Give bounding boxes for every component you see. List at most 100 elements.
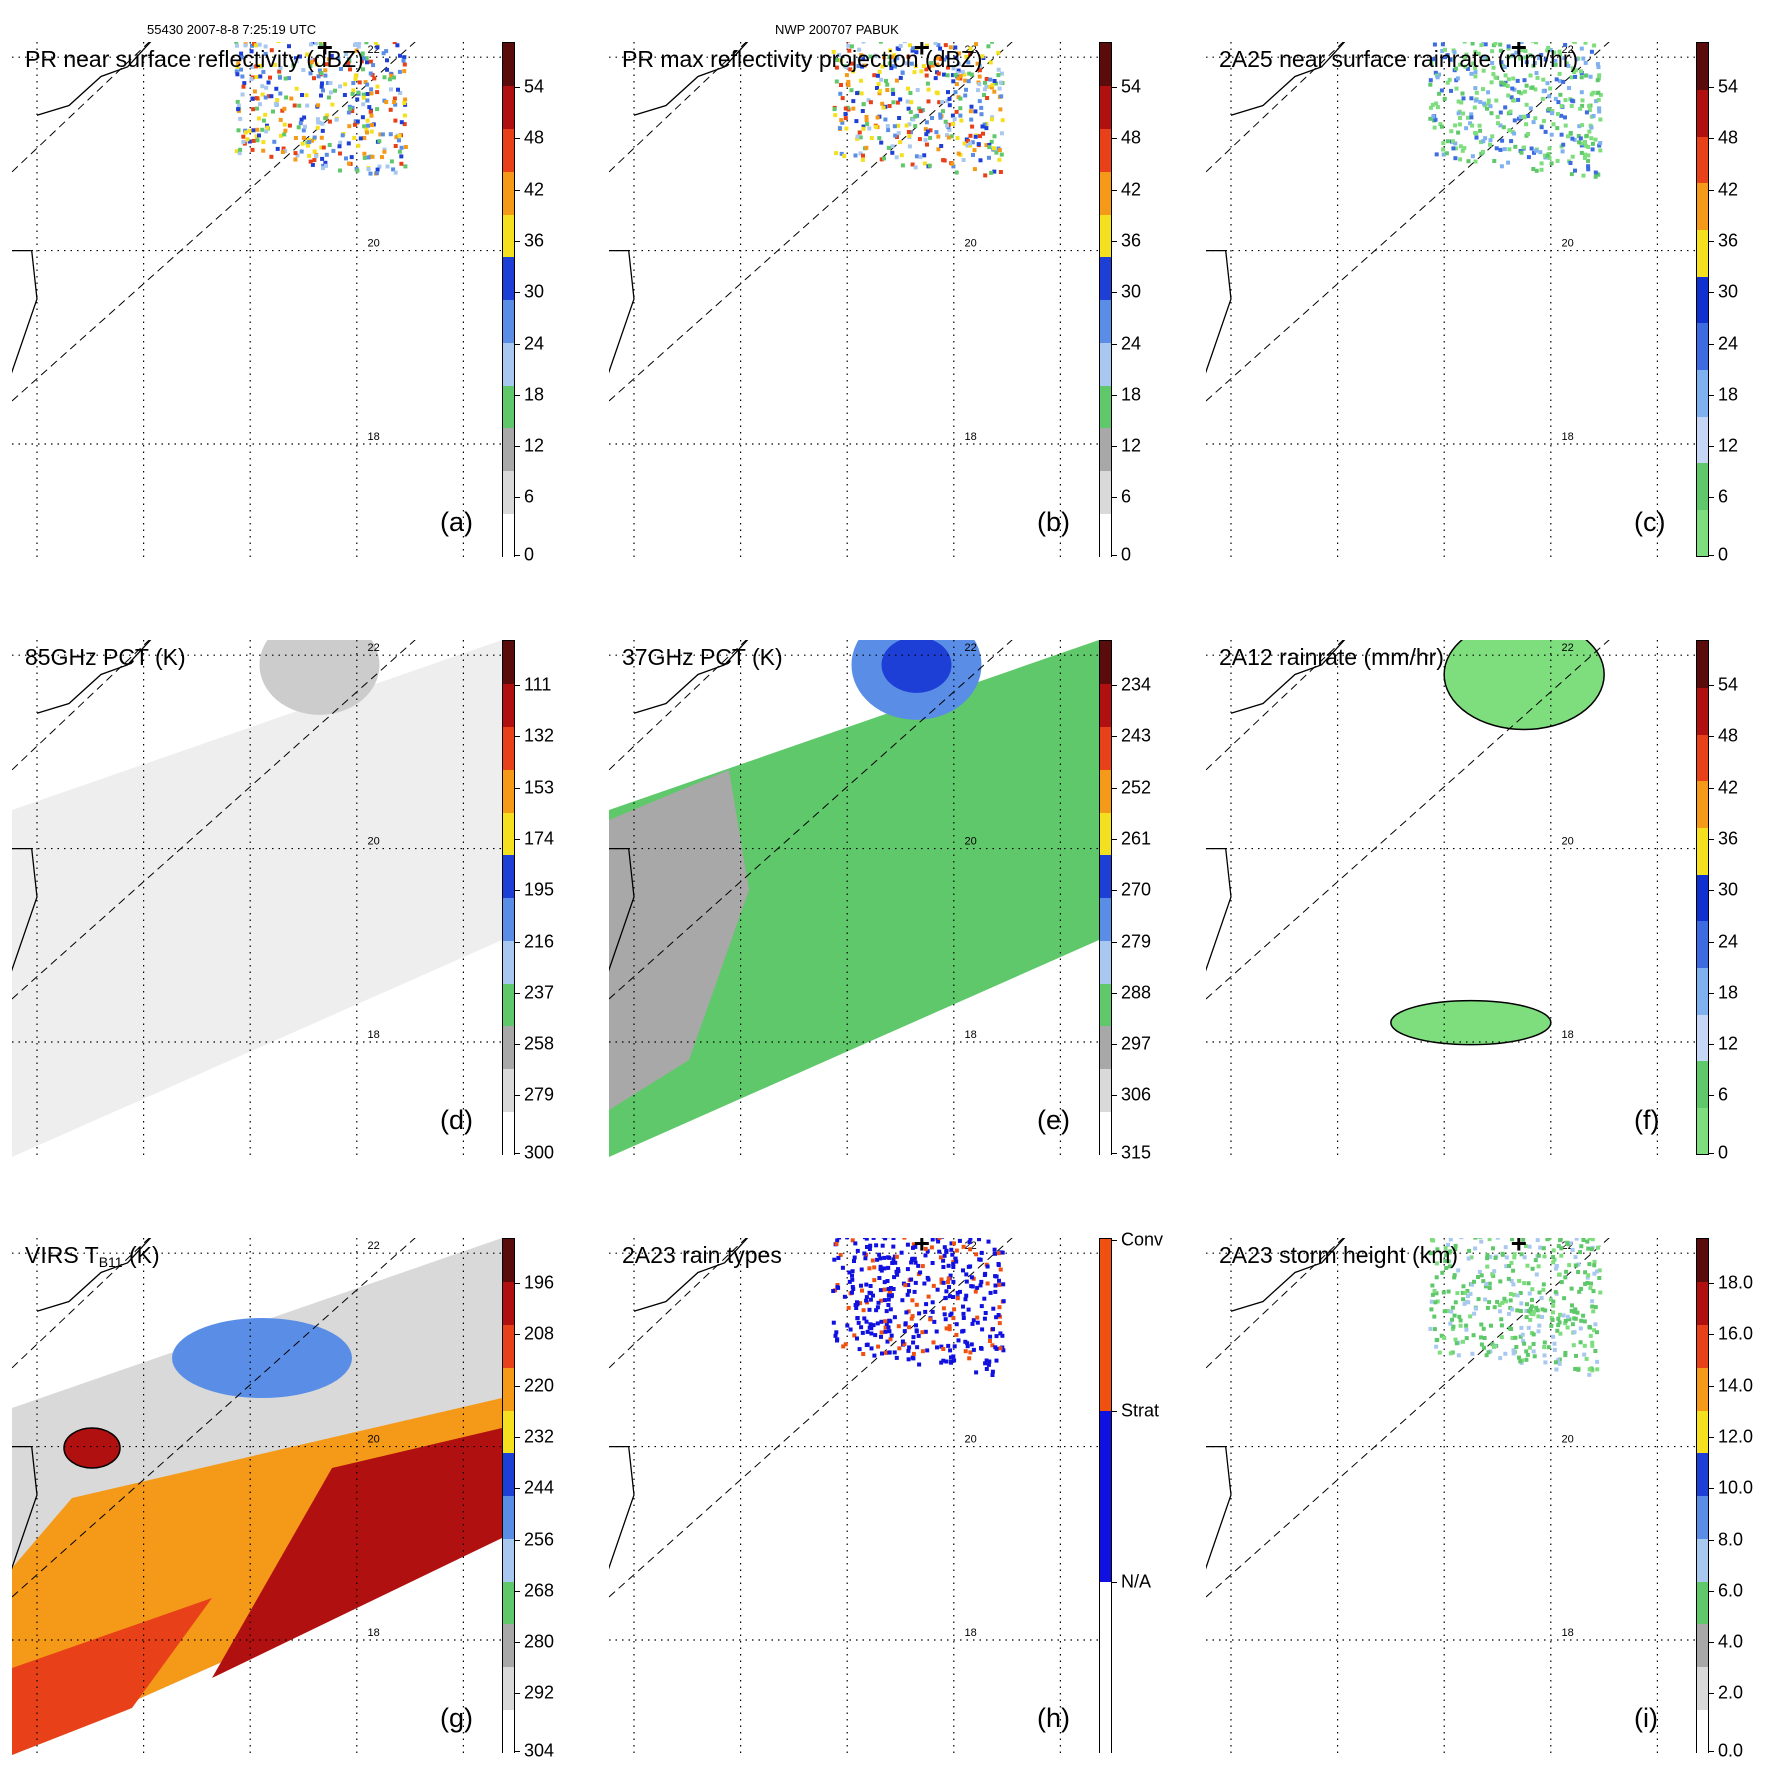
colorbar-segment [1697, 641, 1708, 689]
colorbar-segment [503, 726, 514, 770]
panel-title-text: PR near surface reflectivity (dBZ) [25, 46, 364, 72]
map-area: 112114116118120122282624222018 [609, 42, 1099, 559]
colorbar-tick-label: 54 [1121, 76, 1142, 97]
panel-b: 112114116118120122282624222018PR max ref… [597, 42, 1141, 565]
colorbar-tick-label: 14.0 [1718, 1375, 1754, 1396]
colorbar-tick-label: 153 [524, 777, 555, 798]
colorbar-tick-mark [1111, 292, 1117, 294]
colorbar-tick-label: 270 [1121, 879, 1152, 900]
colorbar-segment [503, 683, 514, 727]
lat-lon-grid: 112114116118120122282624222018 [12, 640, 502, 1157]
swath-edge-south [1206, 42, 1610, 402]
panel-label: (d) [440, 1105, 473, 1135]
colorbar-segment [1697, 1410, 1708, 1454]
colorbar-tick-mark [1111, 555, 1117, 556]
colorbar-segment [503, 854, 514, 898]
lat-label: 18 [367, 431, 379, 443]
swath-edge-south [609, 640, 1013, 1000]
colorbar-segment [1697, 43, 1708, 91]
colorbar-segment [503, 1495, 514, 1539]
colorbar-tick-mark [1708, 1436, 1714, 1438]
colorbar-tick-mark [1111, 1240, 1117, 1241]
colorbar-tick-mark [1708, 1334, 1714, 1336]
lat-label: 22 [367, 642, 379, 654]
colorbar-tick-mark [1708, 555, 1714, 556]
map-area: 112114116118120122282624222018 [12, 42, 502, 559]
coastline [609, 1238, 749, 1570]
colorbar [502, 42, 515, 557]
panel-title-subscript: B11 [98, 1254, 123, 1270]
coastline [609, 640, 749, 972]
colorbar-tick-label: 306 [1121, 1084, 1152, 1105]
colorbar-tick-label: 18 [1718, 384, 1739, 405]
colorbar-tick-label: 256 [524, 1529, 555, 1549]
colorbar-tick-mark [514, 838, 520, 840]
colorbar-tick-label: 36 [1718, 828, 1739, 849]
colorbar-tick-mark [1111, 343, 1117, 345]
panel-d: 11211411611812012228262422201885GHz PCT … [0, 640, 554, 1163]
colorbar-tick-label: 216 [524, 931, 555, 951]
colorbar-tick-label: 261 [1121, 828, 1152, 849]
colorbar-segment [503, 171, 514, 215]
coastline [1206, 42, 1346, 374]
colorbar-tick-label: 54 [1718, 76, 1739, 97]
colorbar-tick-label: 258 [524, 1033, 555, 1054]
colorbar-tick-label: 16.0 [1718, 1323, 1754, 1344]
panel-title: 2A12 rainrate (mm/hr) [1219, 644, 1444, 671]
colorbar-tick-mark [1111, 189, 1117, 191]
lat-label: 20 [964, 836, 976, 848]
lat-label: 18 [1561, 1627, 1573, 1639]
colorbar-segment [503, 1709, 514, 1753]
colorbar-segment [1697, 322, 1708, 370]
colorbar [1099, 640, 1112, 1155]
colorbar-tick-mark [1111, 446, 1117, 448]
panel-label: (e) [1037, 1105, 1070, 1135]
colorbar-tick-label: 280 [524, 1631, 555, 1652]
colorbar-tick-label: 0 [1718, 1142, 1729, 1163]
colorbar-segment [1100, 1581, 1111, 1753]
map-area: 112114116118120122282624222018 [1206, 42, 1696, 559]
colorbar-tick-mark [1708, 941, 1714, 943]
colorbar-segment [1697, 509, 1708, 557]
colorbar-segment [1697, 136, 1708, 184]
colorbar-segment [1697, 827, 1708, 875]
panel-title: PR max reflectivity projection (dBZ) [622, 46, 982, 73]
colorbar-tick-label: 111 [524, 674, 552, 695]
lat-label: 18 [367, 1627, 379, 1639]
storm-center-marker [1511, 1238, 1526, 1251]
colorbar-segment [1100, 427, 1111, 471]
colorbar-segment [1697, 1014, 1708, 1062]
colorbar-tick-label: 252 [1121, 777, 1152, 798]
colorbar-tick-label: 36 [1718, 230, 1739, 251]
colorbar-tick-mark [1111, 890, 1117, 892]
colorbar-tick-label: 0 [524, 544, 535, 565]
colorbar [1696, 1238, 1709, 1753]
colorbar-tick-label: 18 [1121, 384, 1142, 405]
colorbar-segment [1697, 276, 1708, 324]
colorbar-segment [503, 513, 514, 557]
colorbar-segment [1697, 1623, 1708, 1667]
colorbar-tick-mark [1708, 890, 1714, 892]
colorbar-segment [503, 897, 514, 941]
colorbar-tick-label: Conv [1121, 1229, 1164, 1250]
panel-title-text: 2A23 storm height (km) [1219, 1242, 1459, 1268]
lat-label: 18 [964, 1029, 976, 1041]
colorbar-tick-mark [1708, 240, 1714, 242]
colorbar-tick-mark [1708, 1095, 1714, 1097]
colorbar-tick-mark [514, 1539, 520, 1541]
colorbar-tick-mark [514, 1642, 520, 1644]
colorbar-tick-mark [514, 1436, 520, 1438]
colorbar-tick-mark [1111, 685, 1117, 686]
colorbar-segment [1100, 299, 1111, 343]
lat-label: 22 [1561, 44, 1573, 56]
colorbar-tick-label: 30 [1121, 281, 1142, 302]
colorbar-segment [503, 299, 514, 343]
colorbar-segment [1697, 182, 1708, 231]
colorbar-tick-label: 315 [1121, 1142, 1152, 1163]
tmi-swath [12, 640, 502, 1157]
colorbar-segment [503, 1538, 514, 1582]
colorbar-segment [503, 214, 514, 258]
colorbar-tick-label: 237 [524, 982, 555, 1003]
panel-title: 2A25 near surface rainrate (mm/hr) [1219, 46, 1578, 73]
colorbar-segment [503, 342, 514, 386]
